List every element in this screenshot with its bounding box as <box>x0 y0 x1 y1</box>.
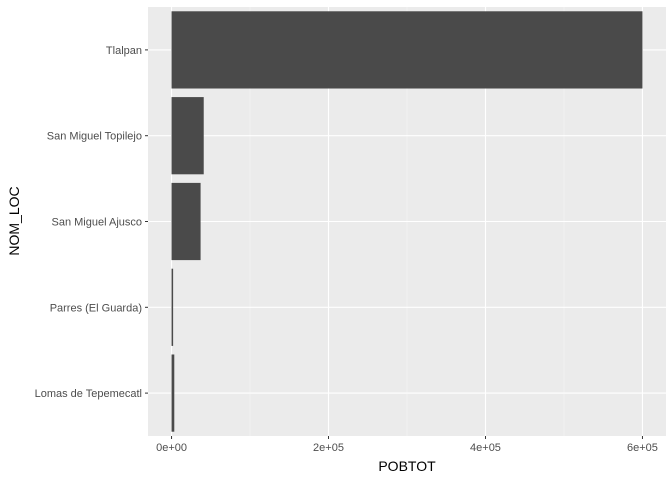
x-tick-label: 4e+05 <box>470 442 501 454</box>
y-tick-label: Tlalpan <box>106 45 142 57</box>
y-tick-label: San Miguel Ajusco <box>52 217 143 229</box>
y-axis: Tlalpan San Miguel Topilejo San Miguel Aju… <box>35 45 148 400</box>
bar-lomas-de-tepemecatl <box>171 354 175 432</box>
bar-san-miguel-ajusco <box>171 182 201 261</box>
x-tick-label: 2e+05 <box>313 442 344 454</box>
x-axis-title: POBTOT <box>378 458 436 474</box>
y-tick-label: Parres (El Guarda) <box>50 302 142 314</box>
bars <box>171 11 643 432</box>
y-axis-title: NOM_LOC <box>6 186 22 255</box>
bar-parres-el-guarda <box>171 268 174 346</box>
y-tick-label: San Miguel Topilejo <box>47 131 142 143</box>
x-tick-label: 6e+05 <box>627 442 658 454</box>
bar-tlalpan <box>171 11 643 89</box>
y-tick-label: Lomas de Tepemecatl <box>35 388 142 400</box>
x-tick-label: 0e+00 <box>156 442 187 454</box>
bar-san-miguel-topilejo <box>171 97 204 175</box>
x-axis: 0e+00 2e+05 4e+05 6e+05 <box>156 436 658 454</box>
